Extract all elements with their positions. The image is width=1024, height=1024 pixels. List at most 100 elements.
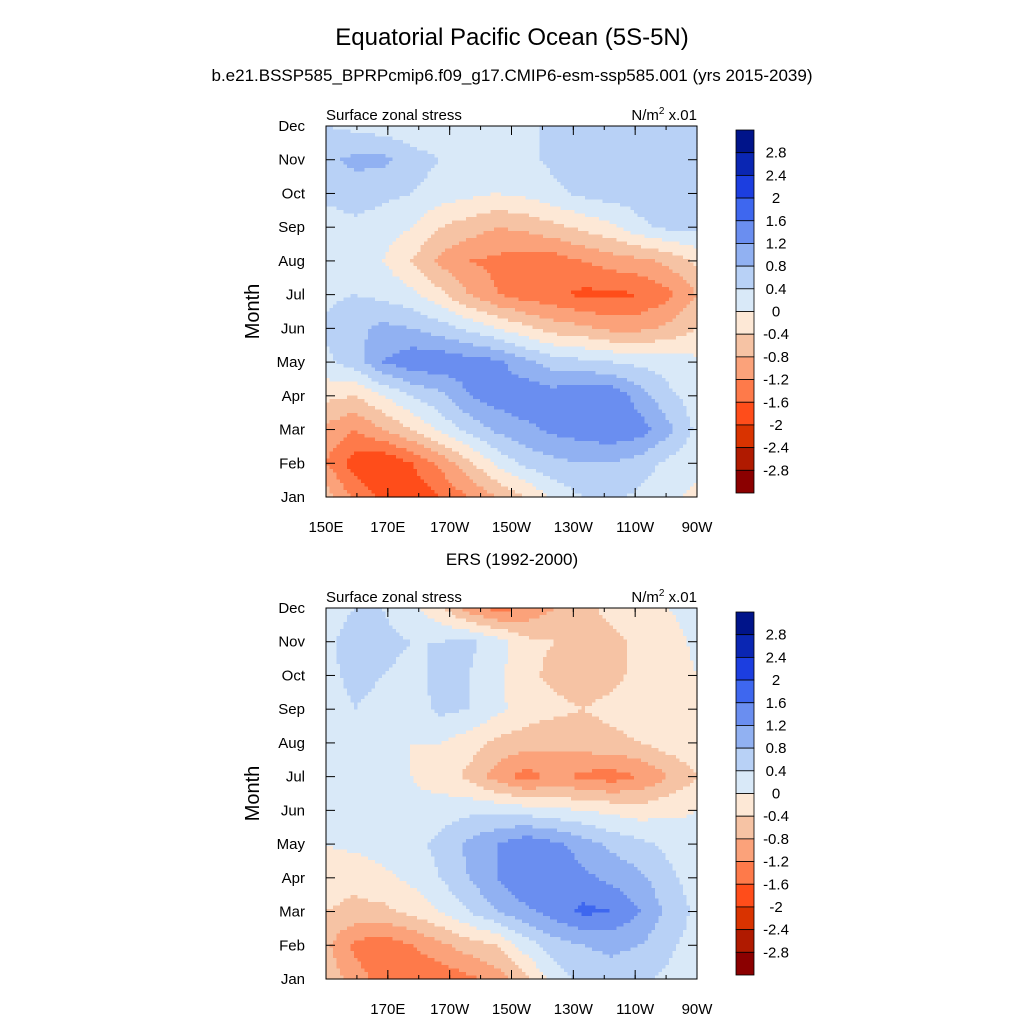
contour-cell — [368, 374, 394, 379]
contour-cell — [462, 769, 492, 774]
contour-cell — [326, 751, 411, 756]
y-tick-label: Aug — [278, 253, 305, 270]
contour-cell — [672, 430, 691, 435]
contour-cell — [326, 199, 390, 204]
contour-cell — [476, 884, 506, 889]
contour-cell — [511, 730, 625, 735]
contour-cell — [326, 863, 383, 868]
contour-cell — [326, 867, 387, 872]
contour-cell — [392, 157, 439, 162]
contour-cell — [441, 430, 467, 435]
contour-cell — [438, 870, 467, 875]
contour-cell — [326, 311, 422, 316]
panel-model: JanFebMarAprMayJunJulAugSepOctNovDec150E… — [242, 106, 789, 536]
contour-cell — [410, 758, 474, 763]
contour-cell — [424, 933, 460, 938]
contour-cell — [508, 486, 537, 491]
contour-cell — [609, 329, 642, 334]
contour-cell — [483, 632, 520, 637]
contour-cell — [648, 877, 681, 882]
contour-cell — [522, 968, 541, 973]
colorbar-swatch — [735, 424, 755, 449]
contour-cell — [354, 951, 422, 956]
contour-cell — [504, 884, 614, 889]
contour-cell — [368, 856, 436, 861]
contour-cell — [326, 206, 338, 211]
contour-cell — [539, 772, 576, 777]
contour-cell — [420, 182, 562, 187]
contour-cell — [655, 444, 684, 449]
contour-cell — [480, 958, 513, 963]
contour-cell — [515, 930, 544, 935]
contour-cell — [326, 660, 338, 665]
contour-cell — [532, 814, 621, 819]
contour-cell — [494, 430, 548, 435]
colorbar-swatch — [735, 265, 755, 290]
contour-cell — [504, 294, 576, 299]
contour-cell — [392, 269, 422, 274]
contour-cell — [354, 702, 359, 707]
contour-cell — [648, 367, 698, 372]
contour-cell — [609, 692, 698, 697]
contour-cell — [343, 622, 390, 627]
contour-cell — [417, 472, 446, 477]
contour-cell — [326, 210, 345, 215]
contour-cell — [361, 371, 383, 376]
contour-cell — [343, 685, 376, 690]
contour-cell — [536, 469, 656, 474]
contour-cell — [672, 427, 695, 432]
contour-cell — [599, 217, 646, 222]
contour-cell — [504, 409, 639, 414]
contour-cell — [662, 374, 698, 379]
contour-cell — [392, 870, 439, 875]
contour-cell — [616, 374, 663, 379]
contour-cell — [469, 695, 506, 700]
contour-cell — [326, 671, 341, 676]
contour-cell — [340, 416, 366, 421]
contour-cell — [326, 709, 436, 714]
contour-cell — [662, 769, 695, 774]
y-tick-label: Aug — [278, 735, 305, 752]
contour-cell — [410, 751, 478, 756]
contour-cell — [392, 664, 429, 669]
contour-cell — [627, 664, 695, 669]
contour-cell — [438, 874, 471, 879]
contour-cell — [592, 287, 670, 292]
contour-cell — [462, 853, 499, 858]
colorbar-label: 2 — [772, 672, 780, 689]
contour-cell — [420, 891, 453, 896]
contour-cell — [455, 486, 485, 491]
contour-cell — [368, 332, 432, 337]
contour-cell — [658, 972, 698, 977]
contour-cell — [522, 835, 534, 840]
contour-cell — [427, 671, 471, 676]
contour-cell — [550, 839, 593, 844]
contour-cell — [354, 451, 387, 456]
contour-cell — [385, 867, 439, 872]
contour-cell — [333, 304, 404, 309]
x-tick-label: 110W — [616, 1001, 655, 1018]
contour-cell — [427, 650, 478, 655]
contour-cell — [326, 860, 376, 865]
contour-cell — [574, 294, 635, 299]
contour-cell — [480, 748, 660, 753]
contour-cell — [329, 346, 366, 351]
contour-cell — [571, 849, 611, 854]
contour-cell — [522, 933, 551, 938]
contour-cell — [326, 636, 338, 641]
contour-cell — [354, 367, 376, 372]
colorbar-label: -2.8 — [763, 944, 789, 961]
contour-cell — [448, 793, 513, 798]
contour-cell — [364, 968, 460, 973]
contour-cell — [683, 444, 698, 449]
contour-cell — [427, 657, 474, 662]
contour-cell — [340, 902, 387, 907]
contour-cell — [403, 140, 541, 145]
contour-cell — [683, 786, 698, 791]
contour-cell — [504, 681, 548, 686]
contour-cell — [326, 126, 334, 131]
contour-cell — [476, 646, 509, 651]
contour-cell — [592, 947, 632, 952]
contour-cell — [326, 325, 373, 330]
contour-cell — [420, 217, 467, 222]
